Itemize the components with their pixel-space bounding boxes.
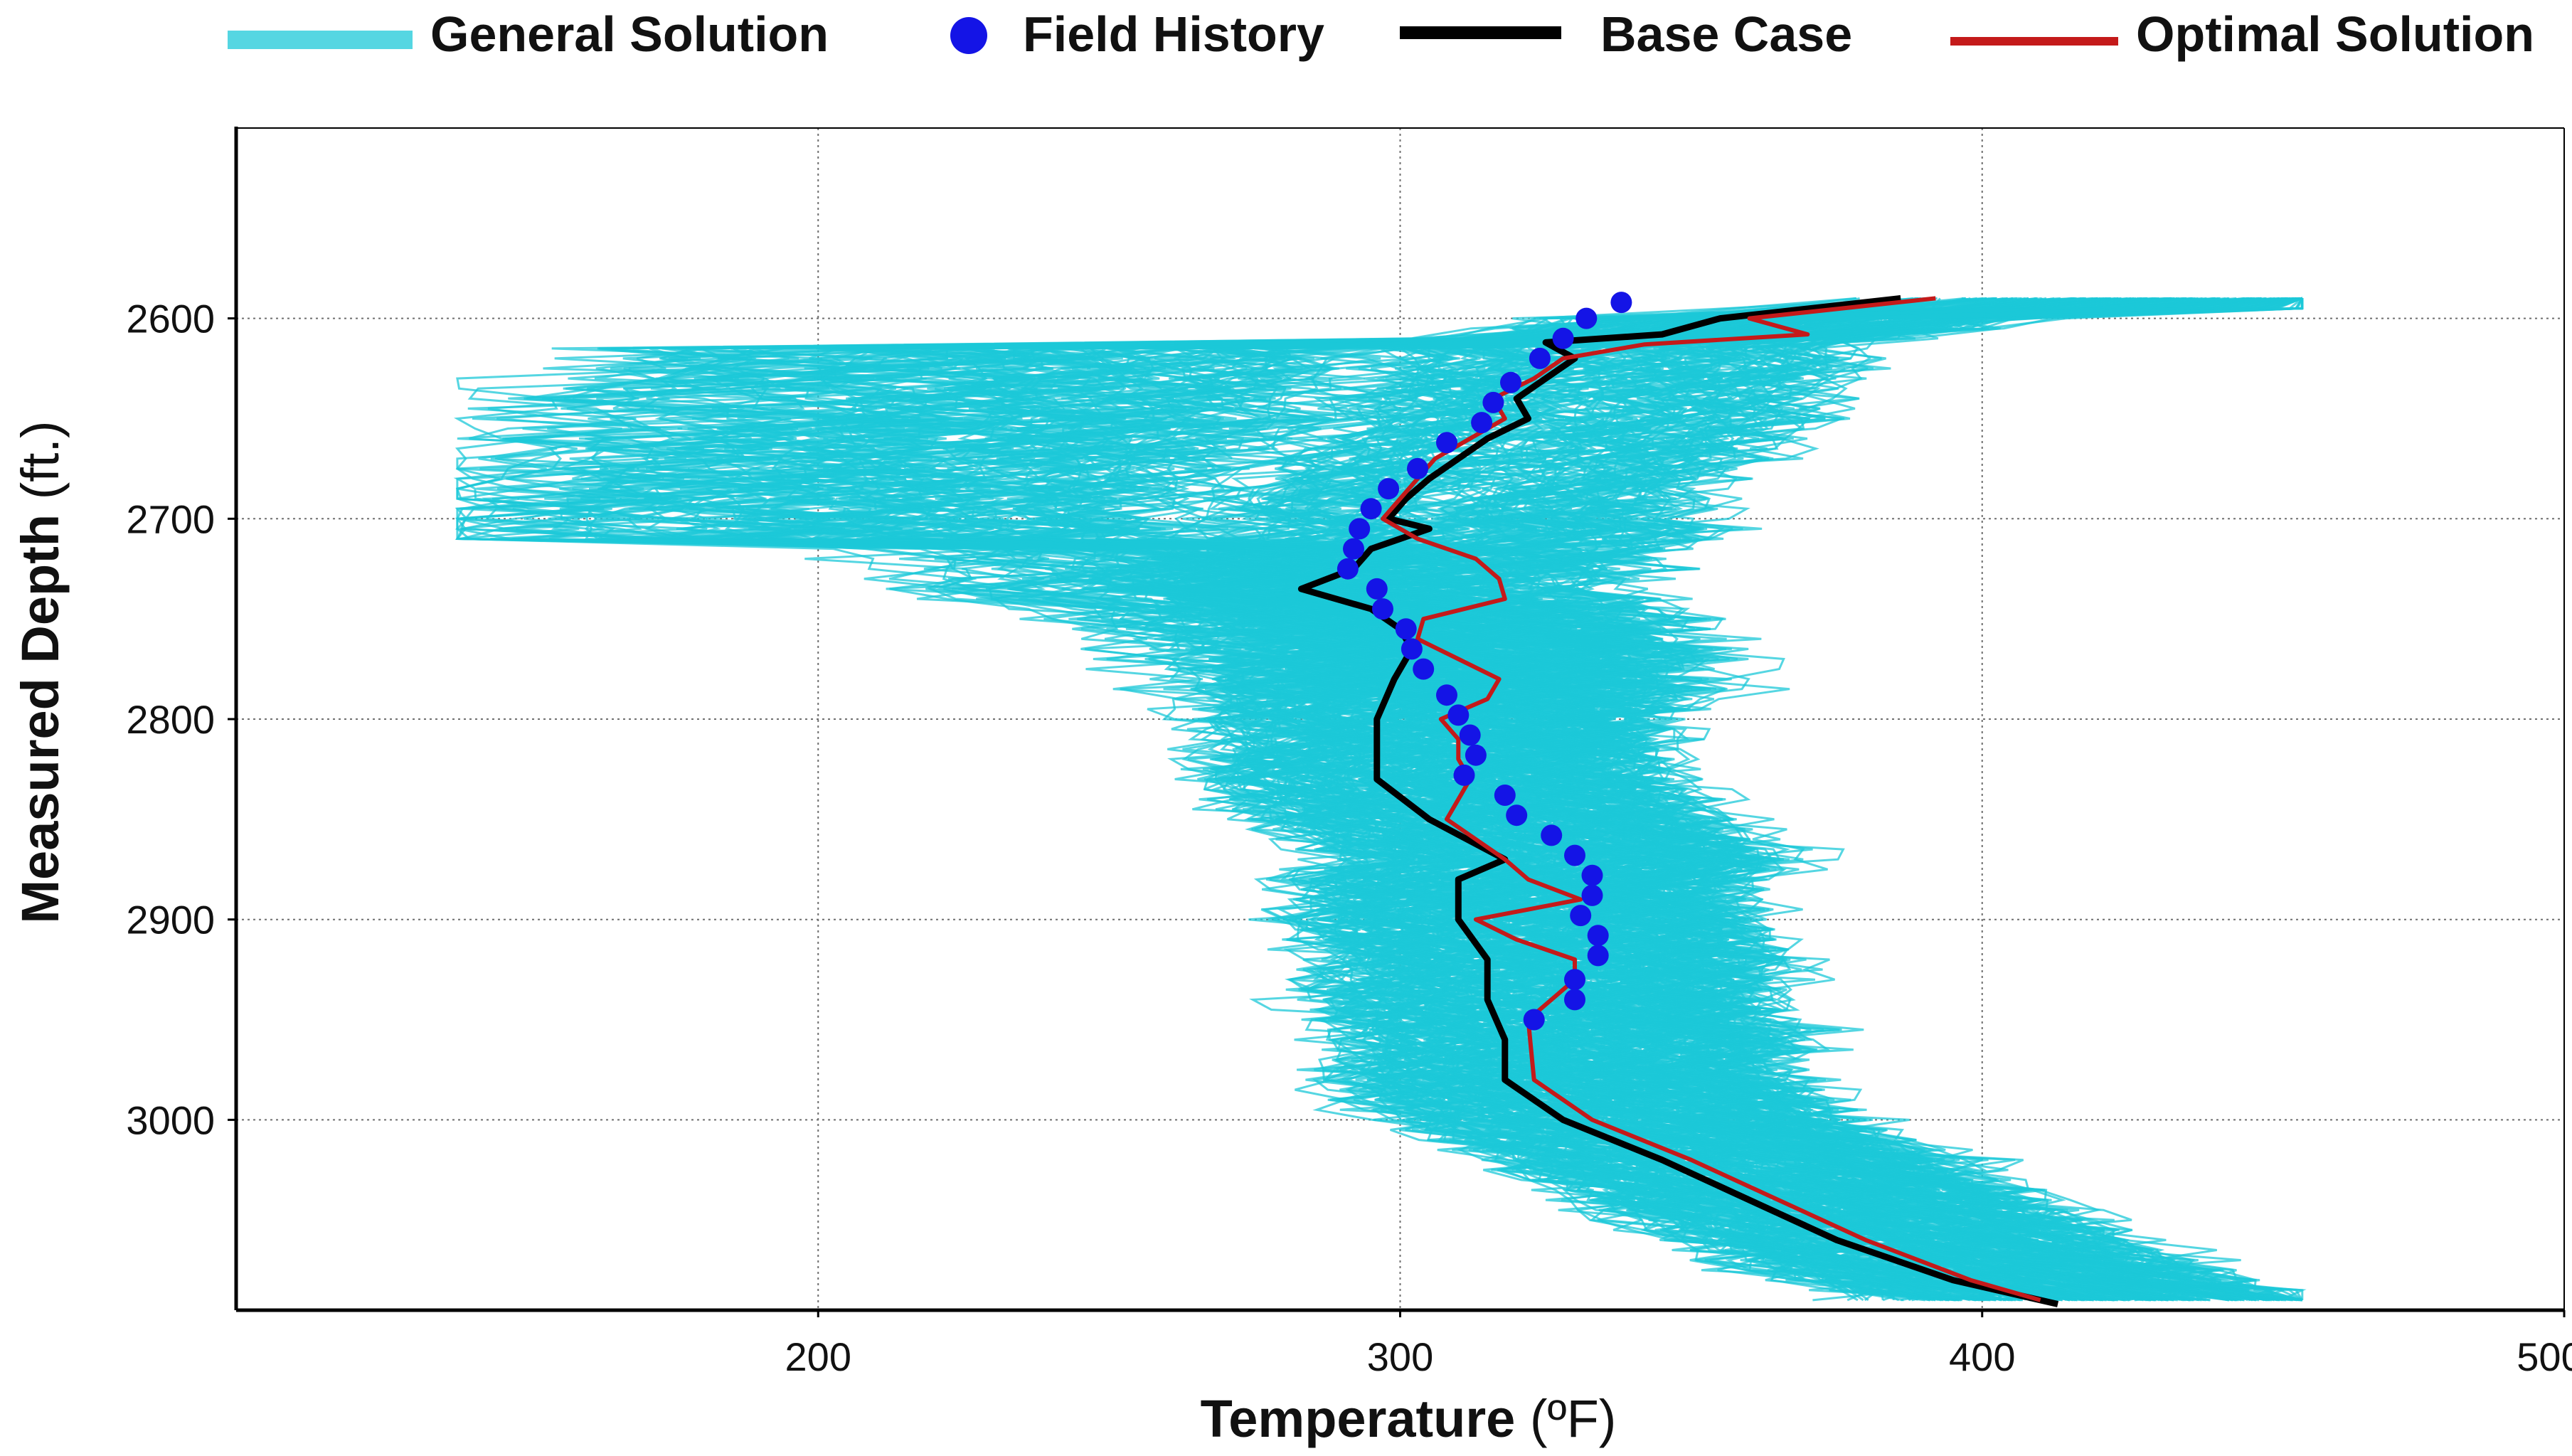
y-axis-title-unit: (ft.)	[11, 420, 70, 499]
legend-label-general-solution: General Solution	[430, 6, 829, 62]
legend-label-base-case: Base Case	[1600, 6, 1852, 62]
field-history-point	[1587, 925, 1609, 947]
field-history-point	[1523, 1009, 1545, 1031]
field-history-point	[1447, 704, 1470, 726]
general-solution-line	[1343, 297, 2250, 1302]
field-history-point	[1459, 724, 1481, 746]
x-tick-label-200: 200	[785, 1334, 851, 1379]
field-history-point	[1564, 989, 1585, 1011]
general-solution-line	[1340, 297, 2170, 1302]
field-history-point	[1436, 684, 1457, 706]
field-history-point	[1564, 844, 1585, 866]
general-solution-line	[1129, 297, 1925, 1302]
field-history-point	[1564, 969, 1585, 991]
general-solution-line	[889, 297, 2226, 1302]
general-solution-line	[923, 298, 2304, 1302]
x-axis-ticks: 200 300 400 500	[785, 1310, 2572, 1379]
field-history-point	[1343, 538, 1364, 560]
y-tick-label-3000: 3000	[126, 1098, 215, 1142]
field-history-point	[1570, 905, 1592, 927]
field-history-point	[1541, 824, 1563, 846]
x-tick-label-400: 400	[1949, 1334, 2015, 1379]
general-solution-line	[644, 297, 2237, 1302]
y-tick-label-2900: 2900	[126, 898, 215, 942]
field-history-point	[1610, 292, 1632, 314]
general-solution-line	[1149, 297, 2171, 1302]
field-history-point	[1436, 432, 1457, 454]
general-solution-line	[1176, 297, 1989, 1302]
y-tick-label-2800: 2800	[126, 697, 215, 742]
legend: General Solution Field History Base Case…	[228, 6, 2534, 62]
y-axis-ticks: 2600 2700 2800 2900 3000	[126, 297, 236, 1142]
general-solution-line	[1471, 297, 2255, 1302]
field-history-point	[1529, 347, 1551, 369]
general-solution-line	[935, 298, 2304, 1302]
legend-label-field-history: Field History	[1023, 6, 1324, 62]
general-solution-line	[1413, 297, 2246, 1302]
field-history-point	[1395, 618, 1417, 640]
field-history-point	[1453, 764, 1475, 786]
field-history-point	[1337, 558, 1359, 580]
field-history-point	[1413, 658, 1435, 680]
x-axis-title-text: Temperature	[1201, 1389, 1516, 1448]
y-tick-label-2700: 2700	[126, 496, 215, 541]
y-axis-title-text: Measured Depth	[11, 514, 70, 924]
field-history-point	[1349, 518, 1371, 540]
x-tick-label-500: 500	[2517, 1334, 2572, 1379]
field-history-markers	[1337, 292, 1632, 1031]
field-history-point	[1575, 307, 1598, 329]
general-solution-line	[1286, 297, 2260, 1302]
legend-label-optimal-solution: Optimal Solution	[2136, 6, 2534, 62]
field-history-point	[1378, 478, 1400, 500]
field-history-point	[1494, 785, 1516, 806]
general-solution-line	[1179, 297, 2022, 1302]
field-history-point	[1401, 638, 1423, 660]
field-history-point	[1500, 371, 1521, 393]
legend-marker-field-history	[950, 17, 987, 54]
field-history-point	[1581, 864, 1603, 886]
field-history-point	[1366, 578, 1388, 600]
x-tick-label-300: 300	[1367, 1334, 1433, 1379]
field-history-point	[1482, 391, 1504, 413]
general-solution-line	[568, 298, 2215, 1302]
field-history-point	[1471, 412, 1493, 434]
x-axis-title-unit: (ºF)	[1530, 1389, 1617, 1448]
field-history-point	[1407, 457, 1428, 479]
field-history-point	[1552, 327, 1574, 349]
x-axis-title: Temperature (ºF)	[1201, 1389, 1617, 1448]
field-history-point	[1465, 744, 1487, 766]
general-solution-ensemble	[453, 297, 2307, 1302]
field-history-point	[1581, 884, 1603, 906]
general-solution-line	[847, 297, 2253, 1302]
field-history-point	[1506, 804, 1528, 827]
y-axis-title: Measured Depth (ft.)	[11, 420, 70, 923]
field-history-point	[1372, 598, 1393, 620]
y-tick-label-2600: 2600	[126, 297, 215, 341]
field-history-point	[1587, 945, 1609, 967]
field-history-point	[1360, 498, 1382, 520]
